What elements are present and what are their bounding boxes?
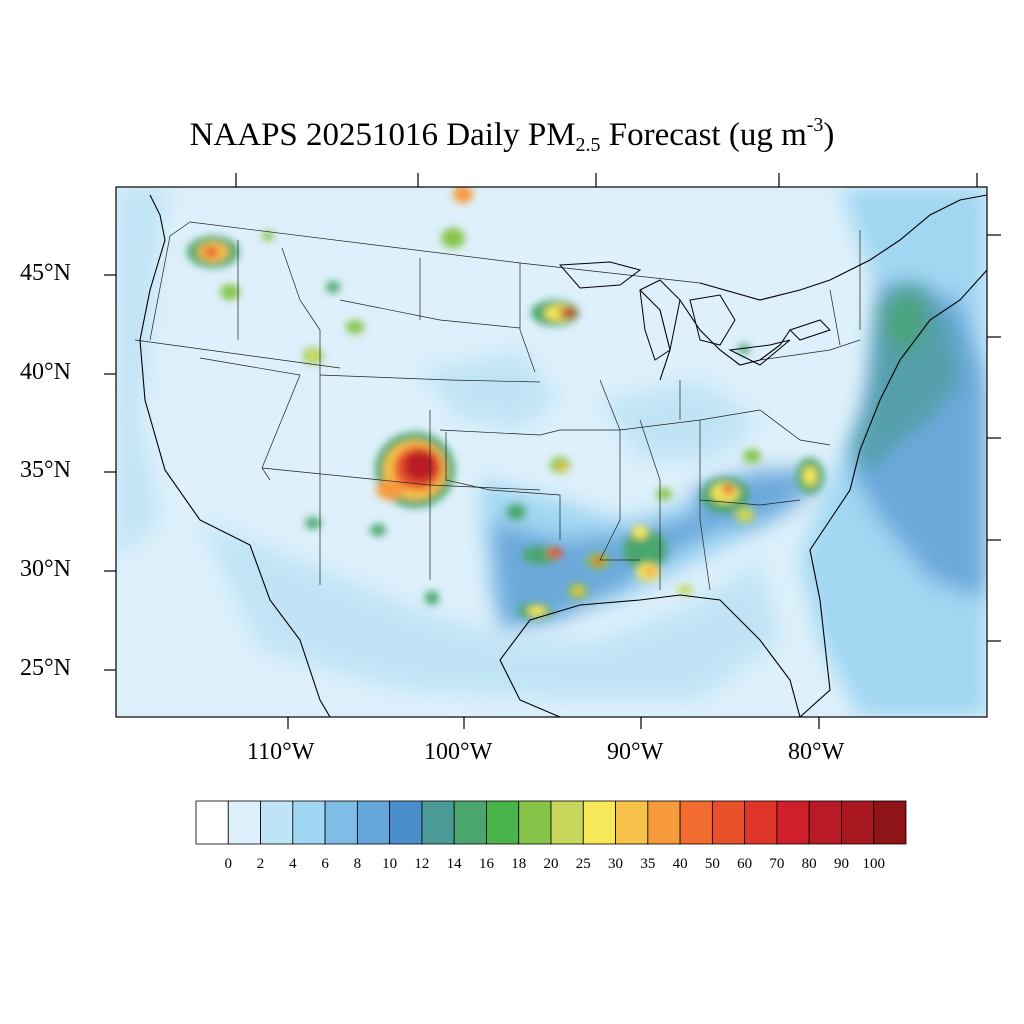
colorbar-tick-label: 100 bbox=[862, 856, 885, 872]
colorbar-swatch bbox=[744, 800, 778, 845]
colorbar-tick-label: 16 bbox=[478, 856, 494, 872]
colorbar-tick-label: 80 bbox=[801, 856, 817, 872]
colorbar-swatch bbox=[324, 800, 358, 845]
colorbar-swatch bbox=[615, 800, 649, 845]
colorbar-tick-label: 12 bbox=[414, 856, 430, 872]
colorbar-tick-label: 20 bbox=[543, 856, 559, 872]
state-boundaries bbox=[134, 221, 861, 591]
colorbar-swatch bbox=[518, 800, 552, 845]
colorbar-tick-label: 35 bbox=[640, 856, 656, 872]
colorbar-tick-label: 6 bbox=[321, 856, 329, 872]
colorbar-tick-label: 70 bbox=[769, 856, 785, 872]
lon-label-110w: 110°W bbox=[247, 739, 315, 765]
colorbar-tick-label: 25 bbox=[575, 856, 591, 872]
colorbar-tick-label: 2 bbox=[256, 856, 265, 872]
colorbar-tick-label: 14 bbox=[446, 856, 462, 872]
map-field bbox=[116, 187, 987, 717]
colorbar-swatch bbox=[453, 800, 487, 845]
lat-label-35: 35°N bbox=[20, 457, 71, 483]
colorbar-tick-label: 18 bbox=[511, 856, 527, 872]
colorbar-swatch bbox=[873, 800, 907, 845]
great-lakes bbox=[558, 261, 831, 366]
colorbar-swatch bbox=[195, 800, 229, 845]
lat-label-25: 25°N bbox=[20, 655, 71, 681]
lon-label-100w: 100°W bbox=[424, 739, 493, 765]
atlantic-plume bbox=[850, 280, 960, 470]
lat-label-30: 30°N bbox=[20, 556, 71, 582]
tick-marks bbox=[104, 173, 1001, 729]
colorbar-tick-label: 10 bbox=[382, 856, 398, 872]
figure-title: NAAPS 20251016 Daily PM2.5 Forecast (ug … bbox=[189, 114, 835, 156]
map-frame bbox=[115, 186, 988, 718]
colorbar-swatch bbox=[292, 800, 326, 845]
colorbar-tick-label: 8 bbox=[353, 856, 362, 872]
colorbar-swatch bbox=[389, 800, 423, 845]
lat-label-45: 45°N bbox=[20, 260, 71, 286]
colorbar-tick-label: 60 bbox=[737, 856, 753, 872]
colorbar-swatch bbox=[356, 800, 391, 845]
colorbar-swatch bbox=[582, 800, 616, 845]
lon-label-80w: 80°W bbox=[788, 739, 845, 765]
lat-label-40: 40°N bbox=[20, 359, 71, 385]
colorbar-tick-label: 40 bbox=[672, 856, 688, 872]
colorbar-swatch bbox=[647, 800, 681, 845]
colorbar-swatch bbox=[841, 800, 875, 845]
colorbar-swatch bbox=[421, 800, 455, 845]
colorbar-tick-label: 50 bbox=[704, 856, 720, 872]
colorbar-swatch bbox=[486, 800, 520, 845]
colorbar-swatch bbox=[808, 800, 842, 845]
colorbar-tick-label: 4 bbox=[289, 856, 297, 872]
colorbar-swatch bbox=[776, 800, 810, 845]
lon-label-90w: 90°W bbox=[607, 739, 664, 765]
colorbar-tick-label: 30 bbox=[608, 856, 624, 872]
colorbar-tick-label: 90 bbox=[833, 856, 849, 872]
colorbar bbox=[195, 800, 907, 845]
colorbar-tick-label: 0 bbox=[224, 856, 233, 872]
colorbar-swatch bbox=[227, 800, 261, 845]
colorbar-swatch bbox=[550, 800, 584, 845]
colorbar-swatch bbox=[711, 800, 746, 845]
coastline bbox=[139, 194, 987, 717]
colorbar-swatch bbox=[260, 800, 294, 845]
colorbar-swatch bbox=[679, 800, 713, 845]
